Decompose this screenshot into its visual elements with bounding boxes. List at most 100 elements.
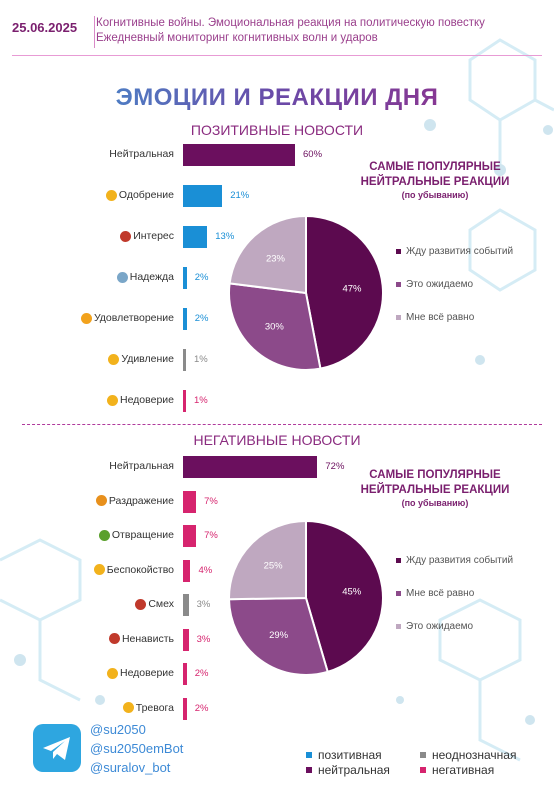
positive-popular-title: САМЫЕ ПОПУЛЯРНЫЕ НЕЙТРАЛЬНЫЕ РЕАКЦИИ <box>360 161 510 188</box>
rage-icon <box>108 633 120 644</box>
pie-slice-2 <box>228 215 307 295</box>
bar-category-text: Нейтральная <box>109 460 174 472</box>
bar-0 <box>183 456 318 478</box>
pie-slice-1 <box>228 596 329 676</box>
doubt-icon <box>106 667 118 679</box>
bar-value-label-1: 7% <box>204 495 218 507</box>
legend-swatch-ambiguous <box>420 752 426 758</box>
bar-label-3: Беспокойство <box>93 564 174 576</box>
bar-label-4: Удовлетворение <box>80 312 174 324</box>
handle-link-3[interactable]: @suralov_bot <box>90 760 171 775</box>
angry-icon <box>95 495 107 506</box>
main-title: ЭМОЦИИ И РЕАКЦИИ ДНЯ <box>0 84 554 112</box>
bar-value-label-7: 2% <box>194 702 209 714</box>
pie-slice-0 <box>305 520 384 674</box>
bar-value-label-1: 21% <box>230 190 250 201</box>
header-divider <box>94 16 95 48</box>
bar-label-5: Удивление <box>108 353 174 365</box>
bar-label-3: Надежда <box>116 271 174 283</box>
handle-link-1[interactable]: @su2050 <box>90 722 146 737</box>
bar-3 <box>183 267 187 289</box>
header-rule <box>12 55 542 56</box>
footer-legend-neutral: нейтральная <box>306 763 390 777</box>
legend-swatch-negative <box>420 767 426 773</box>
bar-value-label-5: 3% <box>196 633 211 645</box>
section-divider <box>22 424 542 425</box>
report-description: Ежедневный мониторинг когнитивных волн и… <box>96 32 378 44</box>
legend-label-negative: негативная <box>432 763 495 777</box>
bar-7 <box>183 697 187 720</box>
report-date: 25.06.2025 <box>12 20 78 35</box>
bar-value-label-2: 7% <box>204 530 218 541</box>
bar-category-text: Недоверие <box>119 394 174 406</box>
surprise-icon <box>108 353 120 365</box>
bar-value-label-5: 1% <box>194 354 208 365</box>
pie-legend-swatch-1 <box>396 591 401 596</box>
negative-popular-title: САМЫЕ ПОПУЛЯРНЫЕ НЕЙТРАЛЬНЫЕ РЕАКЦИИ <box>360 469 510 496</box>
bar-label-2: Интерес <box>120 230 174 242</box>
pray-icon <box>116 271 128 283</box>
bar-label-6: Недоверие <box>106 394 174 406</box>
bar-label-6: Недоверие <box>106 667 174 679</box>
bar-1 <box>183 185 223 207</box>
bar-4 <box>183 594 189 616</box>
pie-legend-item-2: Это ожидаемо <box>396 621 473 632</box>
bar-category-text: Удовлетворение <box>93 312 174 324</box>
bar-value-label-6: 1% <box>194 395 208 406</box>
bar-6 <box>183 663 187 685</box>
handle-link-2[interactable]: @su2050emBot <box>90 741 184 756</box>
bar-category-text: Интерес <box>133 230 174 242</box>
bar-category-text: Одобрение <box>118 189 174 201</box>
positive-news-title: ПОЗИТИВНЫЕ НОВОСТИ <box>190 122 364 138</box>
legend-label-positive: позитивная <box>318 748 382 762</box>
pie-legend-swatch-2 <box>396 315 401 320</box>
bar-category-text: Ненависть <box>121 632 174 645</box>
anxiety-icon <box>122 702 134 713</box>
legend-swatch-neutral <box>306 767 312 773</box>
doubt-icon <box>106 394 118 406</box>
pie-value-label-2: 23% <box>266 253 286 264</box>
bar-category-text: Отвращение <box>111 529 174 541</box>
footer-legend-positive: позитивная <box>306 748 382 762</box>
pie-legend-swatch-0 <box>396 249 401 254</box>
bar-0 <box>183 144 295 166</box>
pie-legend-label-0: Жду развития событий <box>406 555 514 566</box>
bar-value-label-3: 2% <box>194 272 209 283</box>
pie-slice-1 <box>228 282 322 371</box>
bar-4 <box>183 308 187 330</box>
bar-category-text: Смех <box>148 598 174 610</box>
bar-category-text: Тревога <box>135 701 174 714</box>
bar-value-label-4: 3% <box>196 599 211 610</box>
positive-popular-subtitle: (по убыванию) <box>401 190 469 200</box>
bar-value-label-0: 72% <box>325 461 345 472</box>
bar-5 <box>183 628 189 651</box>
clap-icon <box>105 189 117 201</box>
bar-value-label-4: 2% <box>194 313 209 324</box>
negative-popular-subtitle: (по убыванию) <box>401 498 469 508</box>
pie-slice-0 <box>305 215 384 370</box>
negative-pie-chart: 45% 29% 25% <box>228 520 384 676</box>
footer-legend-negative: негативная <box>420 763 494 777</box>
pie-legend-label-1: Мне всё равно <box>406 588 475 599</box>
bar-value-label-0: 60% <box>303 149 323 160</box>
positive-popular-block: САМЫЕ ПОПУЛЯРНЫЕ НЕЙТРАЛЬНЫЕ РЕАКЦИИ (по… <box>340 160 530 200</box>
bar-category-text: Раздражение <box>108 494 174 507</box>
pie-legend-item-2: Мне всё равно <box>396 312 474 323</box>
bar-label-4: Смех <box>135 598 174 610</box>
bar-label-1: Раздражение <box>95 494 174 507</box>
bar-2 <box>183 525 197 547</box>
bar-5 <box>183 349 186 371</box>
telegram-icon[interactable] <box>33 724 81 772</box>
worry-icon <box>93 564 105 575</box>
paper-plane-icon <box>43 737 70 760</box>
bar-label-5: Ненависть <box>108 632 174 645</box>
bar-label-7: Тревога <box>122 701 174 714</box>
bar-label-2: Отвращение <box>98 529 174 541</box>
bar-3 <box>183 559 191 582</box>
devil-icon <box>135 598 147 610</box>
pie-value-label-2: 25% <box>264 561 284 572</box>
pie-legend-item-1: Мне всё равно <box>396 588 474 599</box>
pie-legend-item-0: Жду развития событий <box>396 555 513 566</box>
pie-value-label-0: 45% <box>342 586 362 597</box>
